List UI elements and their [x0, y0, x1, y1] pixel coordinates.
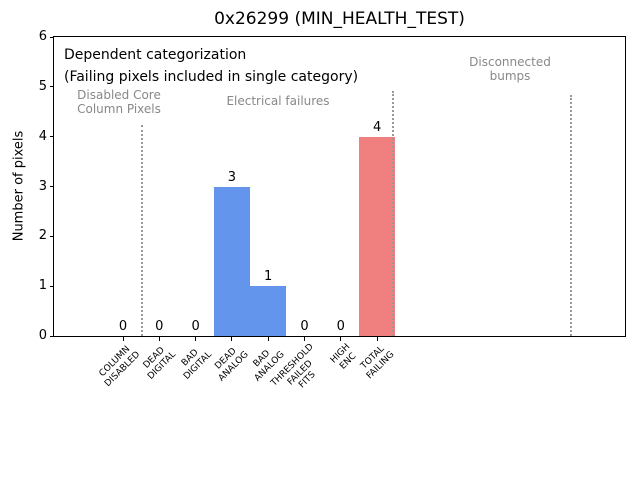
- x-tick-mark: [122, 337, 124, 341]
- chart-title: 0x26299 (MIN_HEALTH_TEST): [214, 9, 465, 29]
- x-tick-mark: [158, 337, 160, 341]
- x-tick-label: DEAD ANALOG: [213, 346, 251, 384]
- x-tick-label: COLUMN DISABLED: [97, 344, 142, 389]
- annotation-dependent-note: Dependent categorization (Failing pixels…: [64, 47, 359, 85]
- x-tick-label: BAD ANALOG: [252, 348, 287, 384]
- x-tick-mark: [231, 337, 233, 341]
- x-tick-label: DEAD DIGITAL: [141, 345, 178, 382]
- x-tick-mark: [340, 337, 342, 341]
- x-tick-mark: [304, 337, 305, 341]
- y-tick-label: 0: [38, 328, 47, 343]
- y-axis-label: Number of pixels: [11, 130, 27, 242]
- y-tick-label: 5: [38, 78, 47, 94]
- x-tick-mark: [376, 337, 378, 341]
- x-tick-mark: [195, 337, 197, 341]
- x-tick-label: HIGH ENC: [328, 342, 358, 372]
- y-tick-label: 1: [38, 278, 47, 294]
- plot-area: Dependent categorization (Failing pixels…: [53, 36, 626, 337]
- x-tick-mark: [267, 337, 269, 341]
- x-tick-label: TOTAL FAILING: [358, 344, 396, 381]
- x-tick-label: THRESHOLD FAILED FITS: [269, 342, 318, 391]
- x-tick-label: BAD DIGITAL: [180, 347, 215, 382]
- y-tick-label: 6: [38, 29, 47, 44]
